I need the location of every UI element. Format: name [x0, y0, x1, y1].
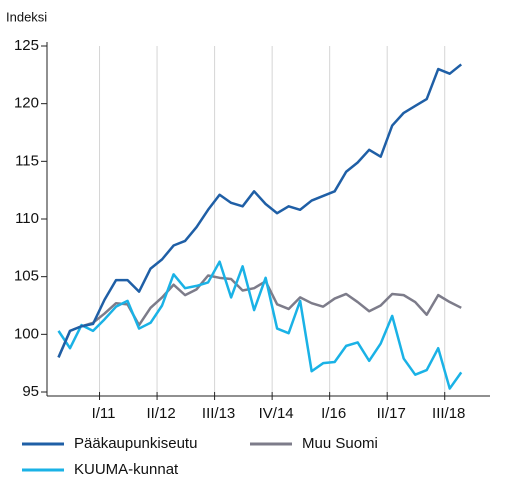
y-tick-label: 120: [14, 95, 39, 112]
y-tick-label: 95: [22, 383, 39, 400]
y-tick-label: 105: [14, 268, 39, 285]
x-tick-label: III/18: [432, 405, 465, 422]
y-tick-label: 110: [15, 210, 39, 227]
x-tick-label: I/11: [92, 405, 116, 422]
legend-label: KUUMA-kunnat: [74, 461, 179, 478]
legend-label: Pääkaupunkiseutu: [74, 435, 197, 452]
x-tick-label: II/12: [146, 405, 175, 422]
y-tick-label: 100: [14, 325, 39, 342]
y-tick-label: 115: [15, 152, 39, 169]
series-line: [57, 63, 463, 358]
y-tick-label: 125: [14, 37, 39, 54]
legend-label: Muu Suomi: [302, 435, 378, 452]
series-line: [57, 274, 462, 358]
x-tick-label: II/17: [377, 405, 406, 422]
series-line: [57, 260, 463, 390]
x-tick-label: I/16: [321, 405, 346, 422]
x-tick-label: IV/14: [259, 405, 294, 422]
x-tick-label: III/13: [202, 405, 235, 422]
y-axis-label: Indeksi: [6, 9, 47, 24]
